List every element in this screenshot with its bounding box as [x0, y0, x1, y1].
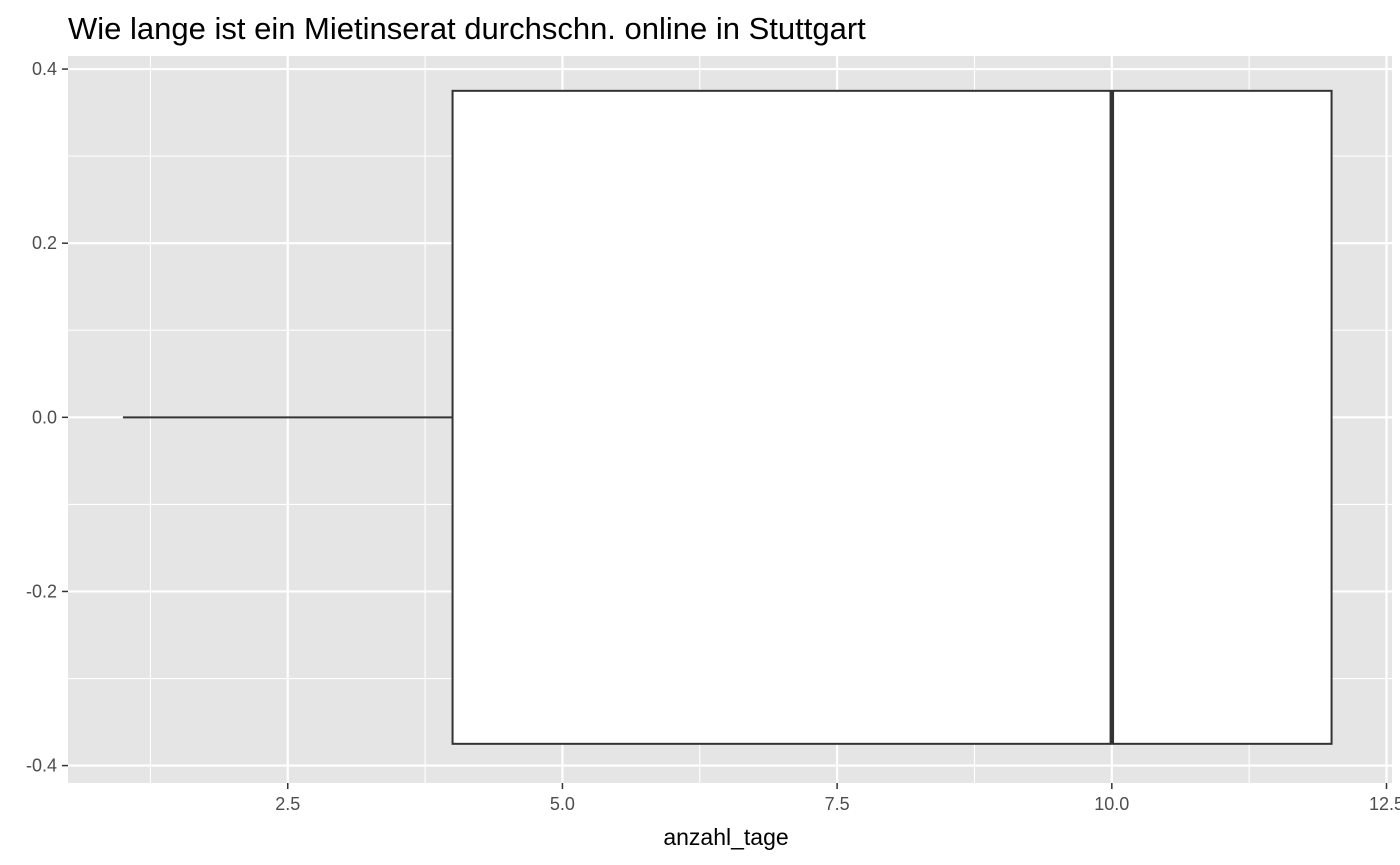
x-tick-label: 5.0: [550, 794, 575, 814]
x-tick-label: 7.5: [825, 794, 850, 814]
y-tick-label: -0.2: [26, 581, 57, 601]
chart-title: Wie lange ist ein Mietinserat durchschn.…: [68, 11, 866, 46]
y-axis-ticks: 0.4 0.2 0.0 -0.2 -0.4: [26, 59, 68, 776]
x-axis-title: anzahl_tage: [663, 824, 788, 850]
x-axis-ticks: 2.5 5.0 7.5 10.0 12.5: [275, 783, 1400, 814]
y-tick-label: 0.0: [32, 407, 57, 427]
x-tick-label: 12.5: [1369, 794, 1400, 814]
y-tick-label: -0.4: [26, 756, 57, 776]
y-tick-label: 0.4: [32, 59, 57, 79]
x-tick-label: 10.0: [1094, 794, 1129, 814]
x-tick-label: 2.5: [275, 794, 300, 814]
box-iqr: [451, 89, 1333, 745]
y-tick-label: 0.2: [32, 233, 57, 253]
